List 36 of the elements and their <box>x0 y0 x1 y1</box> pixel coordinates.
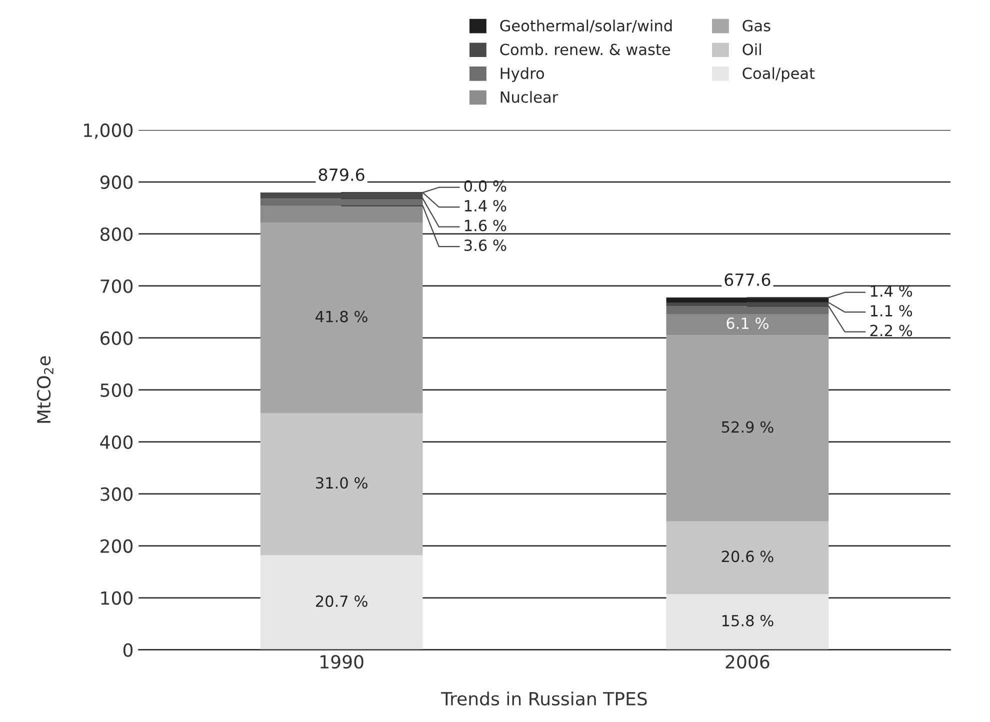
y-axis-title: MtCO$_{2}$e <box>36 356 54 423</box>
annotation: 1.1 % <box>870 304 912 317</box>
y-tick-label: 500 <box>100 383 133 397</box>
y-tick-label: 200 <box>100 539 133 553</box>
annotation: 3.6 % <box>464 239 506 252</box>
annotation: 2.2 % <box>870 324 912 336</box>
y-tick-label: 400 <box>100 435 133 449</box>
x-axis-title: Trends in Russian TPES <box>441 692 647 706</box>
total-label: 879.6 <box>318 168 364 181</box>
y-tick-label: 600 <box>100 331 133 346</box>
legend-label: Oil <box>742 43 761 56</box>
annotation: 31.0 % <box>316 477 368 489</box>
legend-label: Comb. renew. & waste <box>500 43 670 56</box>
annotation: 52.9 % <box>722 421 774 433</box>
annotation: 1.6 % <box>465 220 506 232</box>
x-tick-label: 2006 <box>726 654 770 669</box>
annotation: 6.1 % <box>726 318 768 330</box>
legend-label: Geothermal/solar/wind <box>500 20 672 33</box>
annotation: 1.4 % <box>465 200 506 212</box>
y-tick-label: 1,000 <box>84 123 133 139</box>
y-tick-label: 900 <box>100 175 133 190</box>
y-tick-label: 300 <box>100 487 133 501</box>
y-tick-label: 100 <box>101 591 133 605</box>
y-tick-label: 800 <box>100 227 133 242</box>
legend-label: Coal/peat <box>742 67 815 82</box>
total-label: 677.6 <box>724 273 770 286</box>
annotation: 20.7 % <box>316 595 368 607</box>
legend-label: Nuclear <box>500 91 558 103</box>
y-tick-label: 700 <box>100 279 133 294</box>
x-tick-label: 1990 <box>320 654 364 669</box>
legend-label: Hydro <box>500 67 544 82</box>
annotation: 41.8 % <box>316 310 368 322</box>
legend-label: Gas <box>742 20 770 32</box>
y-tick-label: 0 <box>123 643 133 657</box>
annotation: 15.8 % <box>722 614 774 626</box>
annotation: 20.6 % <box>722 550 774 562</box>
